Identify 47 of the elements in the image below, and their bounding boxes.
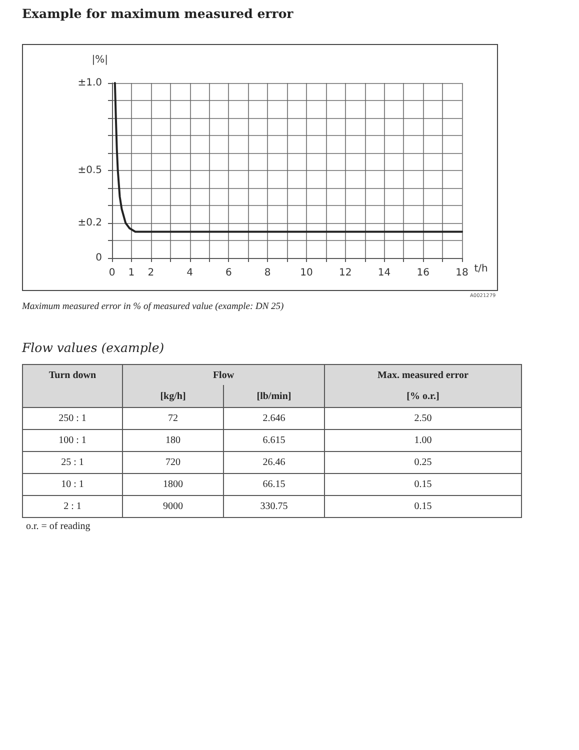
y-tick-label: ±1.0 <box>78 78 102 88</box>
x-tick-label: 10 <box>300 268 313 278</box>
text: 2.50 <box>414 413 432 424</box>
x-tick-label: 0 <box>108 268 116 278</box>
text: 6.615 <box>262 435 286 446</box>
text: 0.25 <box>414 457 432 468</box>
text: 330.75 <box>260 501 288 512</box>
text: 66.15 <box>262 479 286 490</box>
text: 0.15 <box>414 479 432 490</box>
text: 0.15 <box>414 501 432 512</box>
x-tick-label: 16 <box>416 268 430 278</box>
text: 10 : 1 <box>61 479 84 490</box>
y-tick-label: 0 <box>96 252 102 264</box>
text: 9000 <box>163 501 183 512</box>
text: Turn down <box>48 370 96 381</box>
x-tick-label: 18 <box>456 268 468 278</box>
x-tick-label: 12 <box>338 268 352 278</box>
text: Flow <box>212 370 234 381</box>
text: 2 : 1 <box>64 501 82 512</box>
text: o.r. = of reading <box>26 521 90 532</box>
text: [% o.r.] <box>406 390 440 402</box>
text: Flow values (example) <box>22 340 164 355</box>
text: 2.646 <box>262 413 286 424</box>
text: [kg/h] <box>160 390 186 402</box>
y-tick-label: ±0.2 <box>78 218 102 228</box>
x-tick-label: 6 <box>225 268 232 278</box>
text: 72 <box>168 413 178 424</box>
text: 1.00 <box>414 435 432 446</box>
text: 720 <box>166 457 180 468</box>
y-axis-title: |%| <box>92 54 108 66</box>
chart-title: Example for maximum measured error <box>22 6 294 21</box>
x-tick-label: 14 <box>378 268 391 278</box>
y-tick-label: ±0.5 <box>78 165 102 176</box>
x-tick-label: 1 <box>128 268 135 278</box>
text: 100 : 1 <box>58 435 86 446</box>
text: 180 <box>166 435 180 446</box>
text: 250 : 1 <box>58 413 86 424</box>
x-tick-label: 2 <box>148 268 154 278</box>
x-tick-label: 8 <box>264 268 271 278</box>
text: Maximum measured error in % of measured value (example: DN 25) <box>22 302 284 312</box>
x-axis-title: t/h <box>474 264 488 274</box>
text: 25 : 1 <box>61 457 84 468</box>
text: [lb/min] <box>256 390 292 402</box>
text: 26.46 <box>262 457 286 468</box>
x-tick-label: 4 <box>186 268 193 278</box>
text: 1800 <box>163 479 183 490</box>
text: Max. measured error <box>378 370 468 381</box>
